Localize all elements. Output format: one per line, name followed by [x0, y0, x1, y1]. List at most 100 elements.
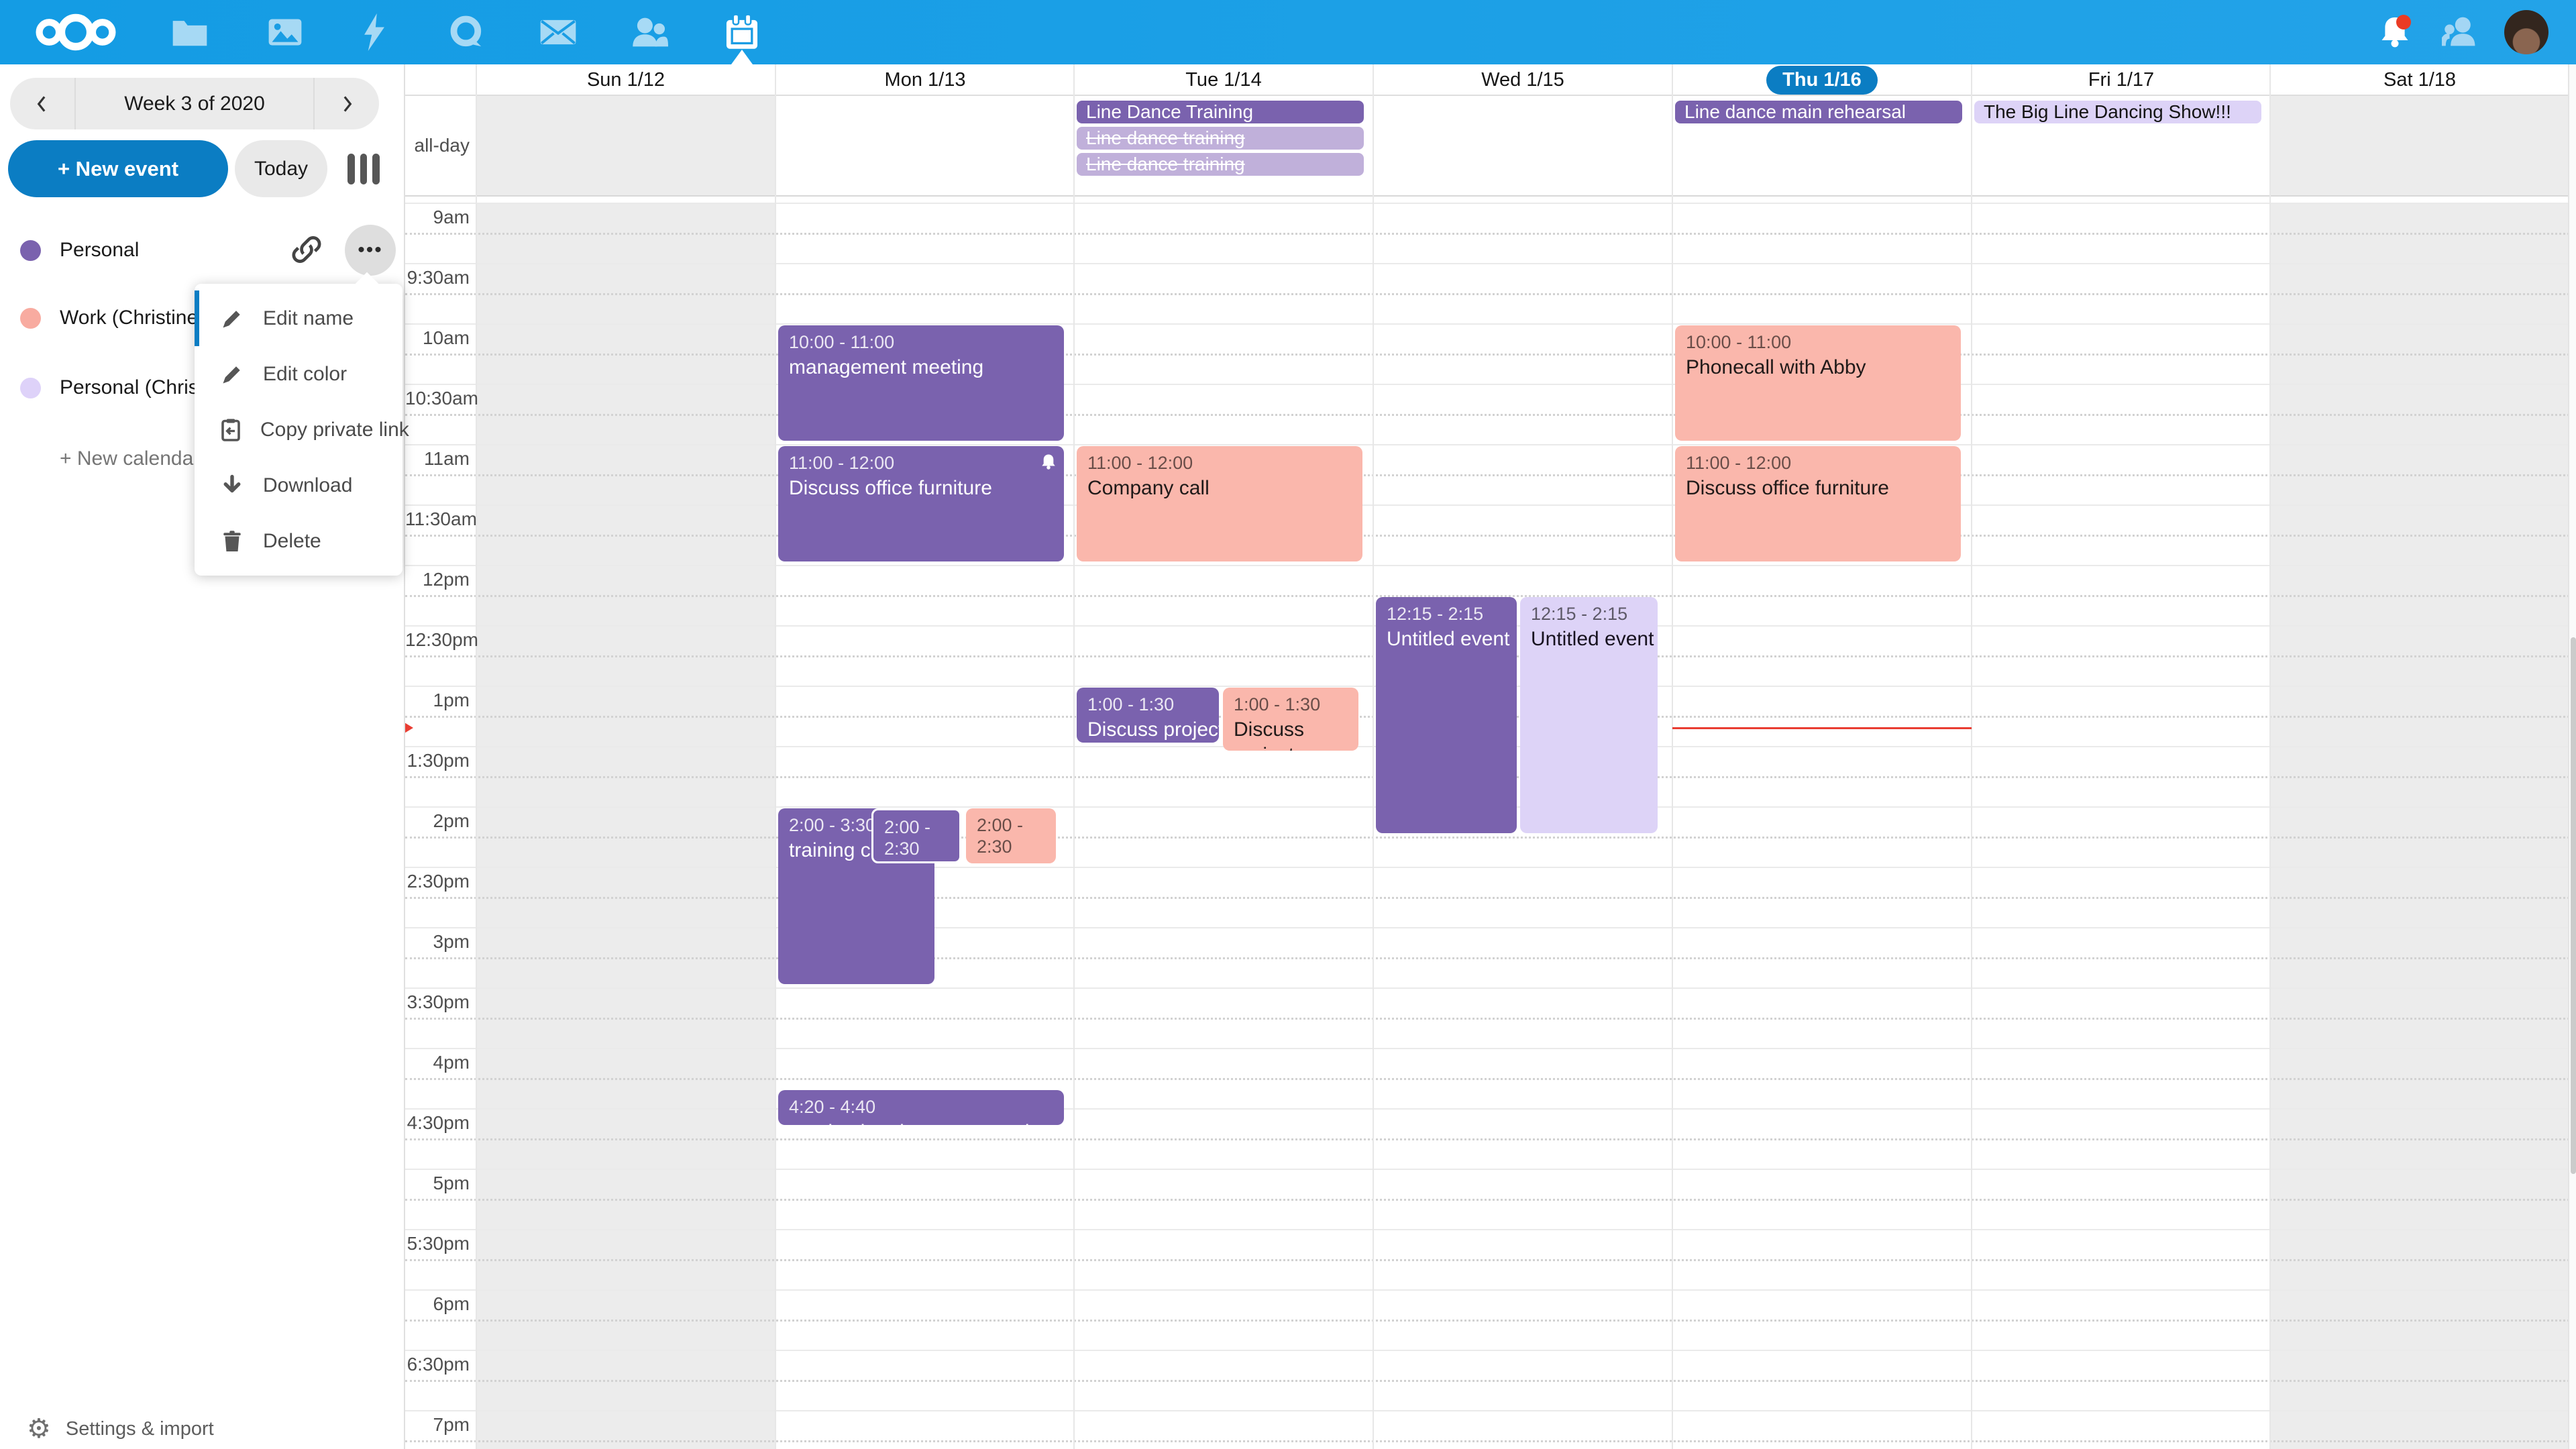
menu-item-label: Edit color: [263, 362, 347, 385]
weekend-shading: [476, 96, 775, 197]
calendar-item-work[interactable]: Work (Christine S: [0, 284, 404, 352]
menu-item-copy-private-link[interactable]: Copy private link: [195, 402, 409, 458]
day-header-sun[interactable]: Sun 1/12: [476, 64, 775, 96]
next-week-button[interactable]: [315, 78, 379, 129]
calendar-item-personal-christine[interactable]: Personal (Christi: [0, 354, 404, 421]
app-talk-button[interactable]: [445, 11, 488, 54]
time-label: 1:30pm: [407, 750, 470, 771]
day-header-sat[interactable]: Sat 1/18: [2270, 64, 2568, 96]
nextcloud-logo-icon: [36, 13, 116, 51]
column-border: [1073, 64, 1075, 1449]
day-header-mon[interactable]: Mon 1/13: [775, 64, 1075, 96]
slot-line: [405, 867, 2568, 868]
event[interactable]: 1:00 - 1:30 Discuss project announcement: [1077, 688, 1219, 743]
event[interactable]: 1:00 - 1:30 Discuss project announcement: [1223, 688, 1358, 751]
weekend-shading: [476, 203, 775, 1449]
app-activity-button[interactable]: [353, 11, 396, 54]
all-day-event[interactable]: Line dance training: [1077, 153, 1364, 176]
event[interactable]: 2:00 - 2:30 check-in: [871, 808, 961, 863]
link-icon: [292, 235, 321, 263]
day-header-wed[interactable]: Wed 1/15: [1373, 64, 1672, 96]
gear-icon: ⚙: [27, 1414, 51, 1444]
notification-unread-dot: [2396, 15, 2411, 30]
view-switcher-button[interactable]: [343, 140, 384, 197]
day-header-label: Wed 1/15: [1481, 69, 1564, 91]
event[interactable]: 12:15 - 2:15 Untitled event: [1520, 597, 1658, 833]
settings-import-button[interactable]: ⚙ Settings & import: [0, 1409, 404, 1449]
slot-line: [405, 565, 2568, 566]
event-time: 11:00 - 12:00: [1087, 453, 1193, 473]
day-header-thu[interactable]: Thu 1/16: [1672, 64, 1972, 96]
time-label: 5:30pm: [407, 1233, 470, 1254]
columns-icon: [372, 153, 380, 184]
time-label: 2:30pm: [407, 871, 470, 892]
all-day-event[interactable]: Line Dance Training: [1077, 101, 1364, 123]
slot-line: [405, 384, 2568, 385]
previous-week-button[interactable]: [10, 78, 74, 129]
event[interactable]: 11:00 - 12:00 Discuss office furniture: [778, 446, 1064, 561]
calendar-color-dot: [20, 307, 41, 329]
event-title: Discuss office furniture: [789, 477, 992, 500]
menu-item-download[interactable]: Download: [195, 458, 402, 513]
app-calendar-button[interactable]: [720, 11, 763, 54]
slot-line: [405, 1229, 2568, 1230]
time-label: 10:30am: [405, 388, 478, 409]
all-day-event[interactable]: Line dance main rehearsal: [1675, 101, 1962, 123]
time-label: 9am: [433, 207, 470, 227]
all-day-event[interactable]: Line dance training: [1077, 127, 1364, 150]
event[interactable]: 10:00 - 11:00 management meeting: [778, 325, 1064, 441]
slot-line-dotted: [405, 1320, 2568, 1322]
event[interactable]: 4:20 - 4:40 purchasing dept conversation: [778, 1090, 1064, 1125]
new-calendar-button[interactable]: + New calendar: [60, 440, 328, 478]
photos-icon: [268, 19, 302, 46]
app-mail-button[interactable]: [537, 11, 580, 54]
event[interactable]: 11:00 - 12:00 Company call: [1077, 446, 1362, 561]
week-label-button[interactable]: Week 3 of 2020: [74, 78, 315, 129]
event-time: 2:00 - 2:30: [977, 815, 1024, 857]
contacts-menu-button[interactable]: [2439, 11, 2482, 54]
all-day-event[interactable]: The Big Line Dancing Show!!!: [1974, 101, 2261, 123]
day-header-label: Tue 1/14: [1185, 69, 1262, 91]
new-event-button[interactable]: + New event: [8, 140, 228, 197]
user-avatar[interactable]: [2504, 10, 2548, 54]
weekend-shading: [2270, 96, 2568, 197]
people-icon: [2440, 17, 2475, 46]
event-title: check-in: [884, 862, 953, 863]
event-time: 1:00 - 1:30: [1234, 694, 1321, 714]
pencil-icon: [219, 307, 246, 331]
slot-line: [405, 504, 2568, 506]
share-link-button[interactable]: [288, 232, 325, 268]
download-icon: [219, 474, 246, 498]
menu-item-edit-name[interactable]: Edit name: [195, 290, 402, 346]
app-photos-button[interactable]: [264, 11, 307, 54]
event-title: Phonecall with Abby: [1686, 356, 1866, 379]
app-contacts-button[interactable]: [628, 11, 671, 54]
week-switcher: Week 3 of 2020: [10, 78, 379, 129]
day-header-fri[interactable]: Fri 1/17: [1972, 64, 2271, 96]
event[interactable]: 12:15 - 2:15 Untitled event: [1376, 597, 1517, 833]
menu-item-delete[interactable]: Delete: [195, 513, 402, 569]
nextcloud-logo[interactable]: [25, 9, 126, 55]
slot-line: [405, 1350, 2568, 1351]
time-label: 4:30pm: [407, 1112, 470, 1133]
chevron-left-icon: [37, 95, 46, 112]
scrollbar-thumb[interactable]: [2571, 637, 2576, 1174]
day-header-tue[interactable]: Tue 1/14: [1074, 64, 1373, 96]
app-files-button[interactable]: [168, 11, 211, 54]
scrollbar-track[interactable]: [2568, 64, 2576, 1449]
day-header-label: Fri 1/17: [2088, 69, 2155, 91]
all-day-label: all-day: [414, 135, 470, 156]
calendar-item-personal[interactable]: Personal: [0, 217, 404, 284]
notifications-button[interactable]: [2373, 11, 2416, 54]
menu-item-edit-color[interactable]: Edit color: [195, 346, 402, 402]
slot-line: [405, 927, 2568, 928]
event-time: 2:00 - 2:30: [884, 817, 931, 859]
event-time: 4:20 - 4:40: [789, 1097, 876, 1117]
calendar-actions-button[interactable]: •••: [345, 225, 396, 276]
event[interactable]: 10:00 - 11:00 Phonecall with Abby: [1675, 325, 1961, 441]
event-title: Untitled event: [1531, 628, 1654, 651]
today-button[interactable]: Today: [235, 140, 327, 197]
event-time: 12:15 - 2:15: [1387, 604, 1484, 624]
event[interactable]: 11:00 - 12:00 Discuss office furniture: [1675, 446, 1961, 561]
event[interactable]: 2:00 - 2:30 check-in: [966, 808, 1056, 863]
